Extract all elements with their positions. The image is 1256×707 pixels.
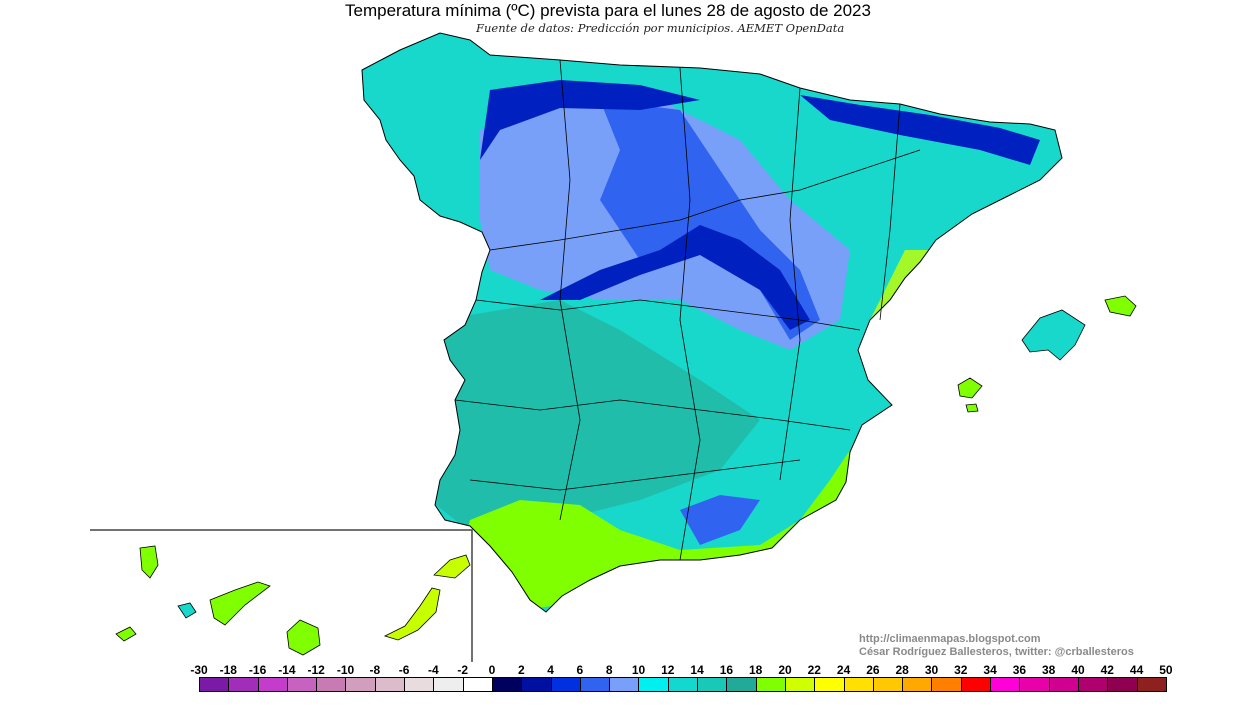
legend-label: 8 [605, 663, 613, 677]
southwest-teal-zone [430, 300, 760, 540]
legend-swatch [610, 678, 640, 691]
legend-label: 30 [924, 663, 939, 677]
legend-swatch [756, 678, 786, 691]
legend-label: 40 [1071, 663, 1085, 677]
legend-labels: -30 -18 -16 -14 -12 -10 -8 -6 -4 -2 0 2 4 6 8 10 12 14 16 1… [0, 663, 1256, 677]
legend-label: 16 [719, 663, 734, 677]
legend-label: 22 [807, 663, 821, 677]
tenerife [209, 581, 271, 626]
legend-label: 2 [517, 663, 525, 677]
la-gomera [177, 602, 197, 619]
legend-label: -12 [307, 663, 325, 677]
legend-label: 6 [576, 663, 584, 677]
legend-swatch [698, 678, 728, 691]
legend-swatch [229, 678, 259, 691]
fuerteventura [383, 587, 441, 641]
menorca [1104, 295, 1137, 317]
legend-swatch [317, 678, 347, 691]
legend-swatch [346, 678, 376, 691]
legend-label: 34 [983, 663, 997, 677]
legend-swatch [200, 678, 230, 691]
legend-label: -30 [190, 663, 208, 677]
legend-label: -16 [248, 663, 267, 677]
province-borders [361, 32, 1063, 613]
legend-swatch [551, 678, 581, 691]
lanzarote [433, 554, 471, 579]
legend-label: -8 [369, 663, 381, 677]
legend-label: 36 [1012, 663, 1027, 677]
legend-swatch [639, 678, 669, 691]
legend-label: -10 [336, 663, 355, 677]
legend-label: 10 [631, 663, 646, 677]
legend-label: -2 [457, 663, 469, 677]
legend-swatch [873, 678, 904, 691]
credits-url: http://climaenmapas.blogspot.com [859, 633, 1041, 645]
legend-label: 0 [488, 663, 496, 677]
legend-swatch [844, 678, 874, 691]
legend-label: -14 [278, 663, 296, 677]
legend-label: 14 [690, 663, 704, 677]
cantabrian-dark-blue-band [480, 80, 700, 160]
legend-label: 18 [749, 663, 763, 677]
legend-label: 24 [836, 663, 851, 677]
legend-label: -6 [398, 663, 410, 677]
sierra-nevada-blue-zone [680, 495, 760, 545]
el-hierro [115, 626, 137, 642]
legend-label: 12 [661, 663, 675, 677]
ibiza [957, 377, 983, 399]
legend-swatch [522, 678, 552, 691]
legend-swatch [932, 678, 962, 691]
legend-swatch [1137, 678, 1166, 691]
legend-swatch [991, 678, 1021, 691]
canary-islands-inset [90, 529, 473, 662]
data-source-subtitle: Fuente de datos: Predicción por municipi… [476, 21, 845, 35]
legend-swatch [668, 678, 699, 691]
sistema-central-dark-blue-band [540, 225, 810, 330]
legend-swatch [492, 678, 523, 691]
legend-swatch [785, 678, 816, 691]
la-palma [139, 545, 159, 579]
legend-swatch [1020, 678, 1050, 691]
balearic-islands [957, 295, 1137, 413]
gran-canaria [286, 619, 321, 656]
south-coast-green-zone [460, 440, 900, 610]
mainland-spain [361, 32, 1063, 613]
legend-swatch [287, 678, 318, 691]
legend-label: 26 [866, 663, 880, 677]
legend-swatch [815, 678, 845, 691]
mallorca [1021, 309, 1086, 361]
legend-swatch [434, 678, 464, 691]
legend-swatch [1108, 678, 1138, 691]
legend-swatch [258, 678, 288, 691]
credits: http://climaenmapas.blogspot.com César R… [859, 633, 1134, 659]
legend-swatch [903, 678, 933, 691]
legend-label: 42 [1100, 663, 1114, 677]
legend-swatch [463, 678, 493, 691]
color-legend-bar [199, 677, 1167, 692]
legend-swatch [1078, 678, 1109, 691]
legend-swatch [580, 678, 611, 691]
legend-swatch [961, 678, 992, 691]
legend-label: 50 [1159, 663, 1173, 677]
legend-label: 32 [954, 663, 968, 677]
formentera [965, 403, 979, 413]
inset-frame [90, 529, 473, 662]
legend-label: -18 [219, 663, 237, 677]
legend-swatch [1049, 678, 1079, 691]
legend-swatch [375, 678, 406, 691]
pyrenees-dark-blue-band [800, 95, 1040, 165]
legend-label: 4 [547, 663, 554, 677]
credits-author: César Rodríguez Ballesteros, twitter: @c… [859, 646, 1134, 658]
legend-swatch [405, 678, 435, 691]
legend-label: 20 [778, 663, 792, 677]
legend-label: 28 [895, 663, 909, 677]
legend-label: -4 [428, 663, 439, 677]
legend-label: 44 [1129, 663, 1144, 677]
map-title: Temperatura mínima (ºC) prevista para el… [345, 1, 871, 20]
legend-label: 38 [1042, 663, 1056, 677]
legend-swatch [727, 678, 757, 691]
